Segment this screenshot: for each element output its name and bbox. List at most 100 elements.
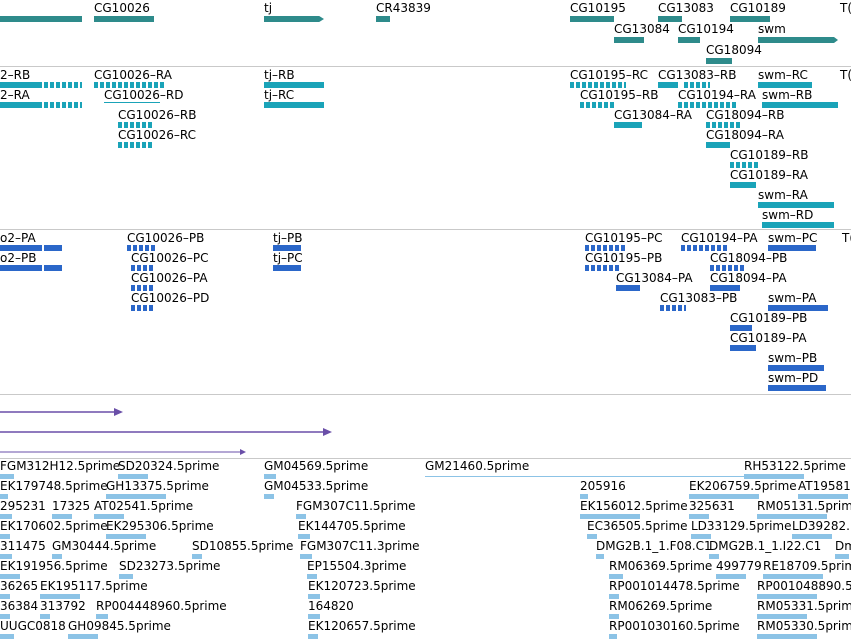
gene-feature[interactable] (570, 16, 614, 22)
protein-label[interactable]: CG13084–PA (616, 271, 693, 285)
protein-label[interactable]: CG10026–PA (131, 271, 208, 285)
est-label[interactable]: Dm (835, 539, 851, 553)
gene-label[interactable]: CG10026 (94, 1, 150, 15)
protein-feature[interactable] (730, 345, 756, 351)
transcript-feature[interactable] (706, 122, 742, 128)
transcript-label[interactable]: swm–RD (762, 208, 814, 222)
est-label[interactable]: RM06269.5prime (609, 599, 713, 613)
est-feature[interactable] (0, 634, 14, 639)
est-label[interactable]: EK206759.5prime (689, 479, 797, 493)
est-label[interactable]: 205916 (580, 479, 626, 493)
protein-label[interactable]: tj–PB (273, 231, 303, 245)
est-label[interactable]: GH13375.5prime (106, 479, 209, 493)
est-feature[interactable] (580, 494, 588, 499)
est-label[interactable]: GH09845.5prime (68, 619, 171, 633)
protein-feature[interactable] (710, 285, 740, 291)
est-feature[interactable] (0, 474, 14, 479)
est-label[interactable]: 311475 (0, 539, 46, 553)
transcript-feature[interactable] (44, 102, 82, 108)
protein-label[interactable]: o2–PB (0, 251, 37, 265)
transcript-label[interactable]: tj–RB (264, 68, 295, 82)
est-feature[interactable] (596, 554, 604, 559)
transcript-feature[interactable] (730, 162, 758, 168)
est-feature[interactable] (691, 534, 711, 539)
transcript-label[interactable]: CG10189–RA (730, 168, 808, 182)
est-label[interactable]: 325631 (689, 499, 735, 513)
protein-feature[interactable] (768, 305, 828, 311)
transcript-feature[interactable] (0, 102, 42, 108)
est-feature[interactable] (716, 574, 746, 579)
protein-label[interactable]: CG10189–PA (730, 331, 807, 345)
gene-label[interactable]: CG10194 (678, 22, 734, 36)
transcript-label[interactable]: 2–RA (0, 88, 30, 102)
transcript-feature[interactable] (658, 82, 678, 88)
est-feature[interactable] (308, 594, 320, 599)
protein-feature[interactable] (768, 245, 816, 251)
gene-feature[interactable] (94, 16, 154, 22)
transcript-feature[interactable] (264, 102, 324, 108)
transcript-label[interactable]: CG10026–RA (94, 68, 172, 82)
transcript-feature[interactable] (44, 82, 82, 88)
transcript-label[interactable]: T( (840, 68, 851, 82)
est-feature[interactable] (307, 574, 317, 579)
protein-label[interactable]: CG10026–PB (127, 231, 205, 245)
est-label[interactable]: RP001030160.5prime (609, 619, 740, 633)
est-label[interactable]: 295231 (0, 499, 46, 513)
transcript-feature[interactable] (762, 102, 838, 108)
est-label[interactable]: SD10855.5prime (192, 539, 294, 553)
gene-label[interactable]: swm (758, 22, 786, 36)
protein-feature[interactable] (0, 265, 42, 271)
est-label[interactable]: DMG2B.1_1.F08.C1 (596, 539, 712, 553)
transcript-feature[interactable] (758, 202, 834, 208)
protein-feature[interactable] (660, 305, 686, 311)
gene-label[interactable]: CG10195 (570, 1, 626, 15)
transcript-label[interactable]: CG10195–RC (570, 68, 648, 82)
protein-label[interactable]: tj–PC (273, 251, 303, 265)
est-label[interactable]: RM05131.5prime (757, 499, 851, 513)
est-feature[interactable] (763, 574, 823, 579)
est-label[interactable]: 164820 (308, 599, 354, 613)
transcript-feature[interactable] (580, 102, 616, 108)
est-label[interactable]: EK170602.5prime (0, 519, 108, 533)
est-label[interactable]: EP15504.3prime (307, 559, 407, 573)
transcript-label[interactable]: CG10195–RB (580, 88, 659, 102)
est-feature[interactable] (757, 594, 817, 599)
protein-feature[interactable] (768, 365, 824, 371)
est-feature[interactable] (0, 494, 8, 499)
gene-label[interactable]: CG10189 (730, 1, 786, 15)
protein-label[interactable]: CG18094–PB (710, 251, 788, 265)
transcript-label[interactable]: tj–RC (264, 88, 295, 102)
est-label[interactable]: RM05330.5prime (757, 619, 851, 633)
protein-label[interactable]: CG10194–PA (681, 231, 758, 245)
est-feature[interactable] (308, 634, 318, 639)
est-feature[interactable] (308, 614, 320, 619)
est-feature[interactable] (40, 614, 50, 619)
gene-label[interactable]: CG13083 (658, 1, 714, 15)
transcript-feature[interactable] (118, 142, 154, 148)
est-label[interactable]: AT19581 (798, 479, 851, 493)
transcript-feature[interactable] (104, 102, 160, 103)
est-feature[interactable] (264, 474, 276, 479)
est-feature[interactable] (119, 574, 133, 579)
est-label[interactable]: RP001048890.5 (757, 579, 851, 593)
est-feature[interactable] (264, 494, 274, 499)
est-feature[interactable] (425, 476, 745, 477)
transcript-feature[interactable] (0, 82, 42, 88)
protein-feature[interactable] (131, 265, 155, 271)
protein-feature[interactable] (273, 245, 301, 251)
transcript-label[interactable]: CG10189–RB (730, 148, 809, 162)
est-label[interactable]: EK156012.5prime (580, 499, 688, 513)
gene-feature[interactable] (658, 16, 682, 22)
gene-label[interactable]: CG13084 (614, 22, 670, 36)
transcript-label[interactable]: swm–RA (758, 188, 808, 202)
protein-label[interactable]: o2–PA (0, 231, 36, 245)
protein-label[interactable]: CG10189–PB (730, 311, 808, 325)
gene-feature[interactable] (376, 16, 390, 22)
est-label[interactable]: RM06369.5prime (609, 559, 713, 573)
gene-feature[interactable] (730, 16, 770, 22)
transcript-feature[interactable] (730, 182, 756, 188)
est-label[interactable]: 36265 (0, 579, 39, 593)
protein-label[interactable]: CG18094–PA (710, 271, 787, 285)
transcript-label[interactable]: CG10026–RD (104, 88, 184, 102)
transcript-feature[interactable] (264, 82, 324, 88)
